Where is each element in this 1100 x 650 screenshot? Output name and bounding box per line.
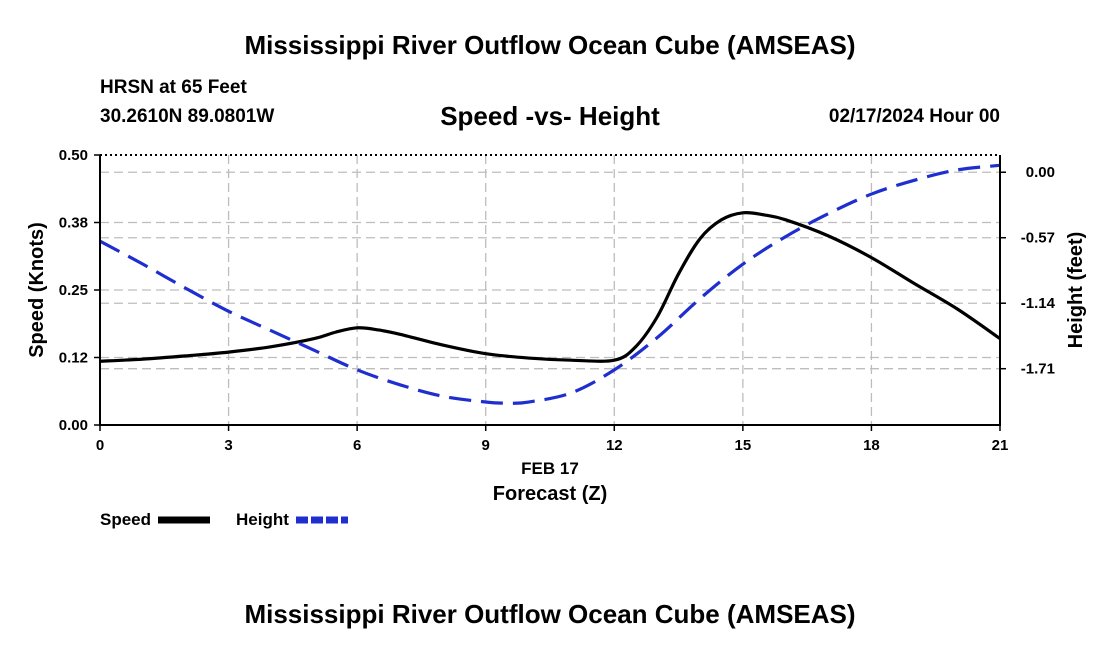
axis-layer: 0 3 6 9 12 15 18 21 0.00 0.12 0.25 0.38 0.50 0.00 -0.5… <box>26 147 1087 505</box>
chart-subtitle: Speed -vs- Height <box>440 101 660 131</box>
legend-label-speed: Speed <box>100 510 151 529</box>
y2-tick-label: -1.14 <box>1021 295 1056 312</box>
chart-legend: Speed Height <box>100 510 348 529</box>
x-tick-label: 12 <box>606 437 623 454</box>
x-tick-label: 3 <box>224 437 232 454</box>
grid-layer <box>100 155 1000 425</box>
x-axis-label: Forecast (Z) <box>493 483 607 505</box>
x-axis-sublabel: FEB 17 <box>521 459 579 478</box>
y2-tick-label: -1.71 <box>1021 361 1055 378</box>
x-tick-label: 18 <box>863 437 880 454</box>
coordinates-label: 30.2610N 89.0801W <box>100 106 275 127</box>
forecast-datetime: 02/17/2024 Hour 00 <box>828 106 1000 127</box>
y-tick-label: 0.00 <box>59 417 88 434</box>
chart-bottom-title: Mississippi River Outflow Ocean Cube (AM… <box>244 599 856 629</box>
y-tick-label: 0.25 <box>59 282 88 299</box>
y-axis-label: Speed (Knots) <box>26 222 48 358</box>
y2-tick-label: 0.00 <box>1026 164 1055 181</box>
chart-main-title: Mississippi River Outflow Ocean Cube (AM… <box>244 30 856 60</box>
station-label: HRSN at 65 Feet <box>100 77 247 98</box>
y-tick-label: 0.12 <box>59 350 88 367</box>
x-tick-label: 0 <box>96 437 104 454</box>
legend-label-height: Height <box>236 510 289 529</box>
x-tick-label: 21 <box>992 437 1009 454</box>
series-line-height <box>99 163 1001 405</box>
x-tick-label: 6 <box>353 437 361 454</box>
series-layer <box>99 163 1001 405</box>
x-tick-label: 15 <box>735 437 752 454</box>
y2-tick-label: -0.57 <box>1021 230 1055 247</box>
y-tick-label: 0.38 <box>59 215 88 232</box>
x-tick-label: 9 <box>482 437 490 454</box>
series-line-speed <box>99 210 1001 363</box>
y2-axis-label: Height (feet) <box>1065 232 1087 349</box>
y-tick-label: 0.50 <box>59 147 88 164</box>
